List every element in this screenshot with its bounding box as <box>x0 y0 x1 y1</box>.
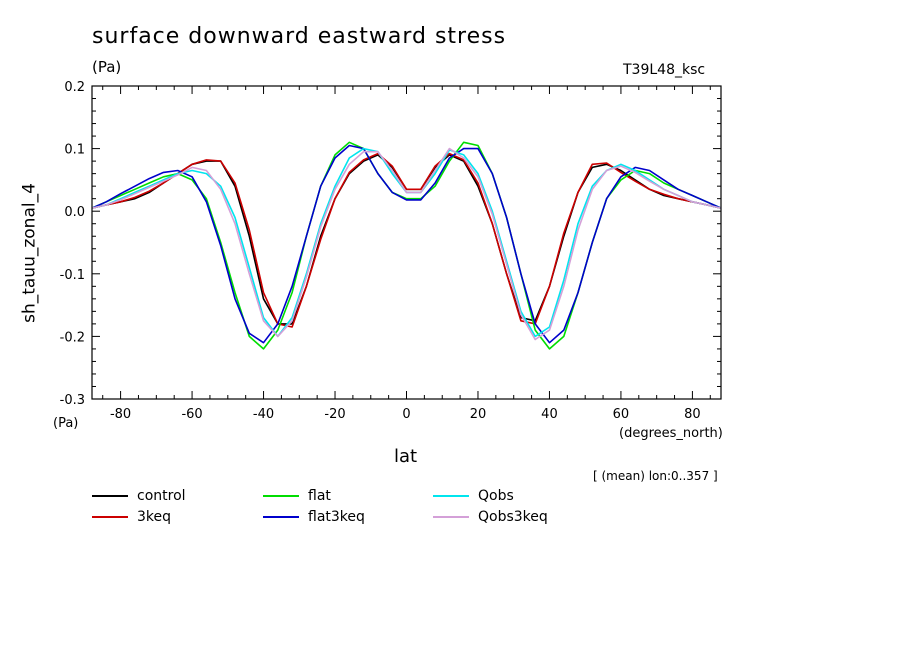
legend-swatch <box>92 516 128 518</box>
legend-label: Qobs3keq <box>478 509 548 525</box>
series-line-3keq <box>91 152 722 328</box>
y-tick-label: -0.1 <box>60 268 85 283</box>
series-lines <box>91 141 722 350</box>
x-tick-label: 40 <box>541 407 558 422</box>
x-tick-label: -20 <box>324 407 345 422</box>
y-tick-label: -0.3 <box>60 393 85 408</box>
units-label-bottom: (Pa) <box>53 416 79 431</box>
y-tick-label: 0.2 <box>64 80 85 95</box>
y-tick-label: 0.1 <box>64 143 85 158</box>
x-axis-units: (degrees_north) <box>619 426 723 441</box>
legend-swatch <box>92 495 128 497</box>
legend-swatch <box>433 495 469 497</box>
x-axis-label: lat <box>394 446 418 467</box>
legend-label: 3keq <box>137 509 172 525</box>
mean-note: [ (mean) lon:0..357 ] <box>593 469 718 483</box>
x-tick-label: -60 <box>181 407 202 422</box>
y-tick-label: 0.0 <box>64 205 85 220</box>
x-tick-label: 20 <box>470 407 487 422</box>
series-line-control <box>91 154 722 325</box>
plot-frame <box>91 85 722 400</box>
legend-label: flat3keq <box>308 509 365 525</box>
x-tick-label: 60 <box>613 407 630 422</box>
legend-label: control <box>137 488 186 504</box>
legend-label: Qobs <box>478 488 514 504</box>
x-tick-label: -40 <box>253 407 274 422</box>
legend-label: flat <box>308 488 331 504</box>
legend-swatch <box>263 495 299 497</box>
legend-swatch <box>433 516 469 518</box>
x-tick-label: 80 <box>684 407 701 422</box>
axis-ticks <box>92 85 721 400</box>
x-tick-label: -80 <box>110 407 131 422</box>
legend-swatch <box>263 516 299 518</box>
axis-tick-labels: -80 -60 -40 -20 0 20 40 60 80 -0.3 -0.2 -0.1 0.0 0.1 0… <box>60 80 701 422</box>
run-label: T39L48_ksc <box>623 62 706 78</box>
series-line-qobs3keq <box>91 147 722 341</box>
units-label-top: (Pa) <box>92 58 122 76</box>
x-tick-label: 0 <box>402 407 410 422</box>
series-line-flat3keq <box>91 144 722 344</box>
chart-title: surface downward eastward stress <box>92 24 507 49</box>
y-tick-label: -0.2 <box>60 330 85 345</box>
